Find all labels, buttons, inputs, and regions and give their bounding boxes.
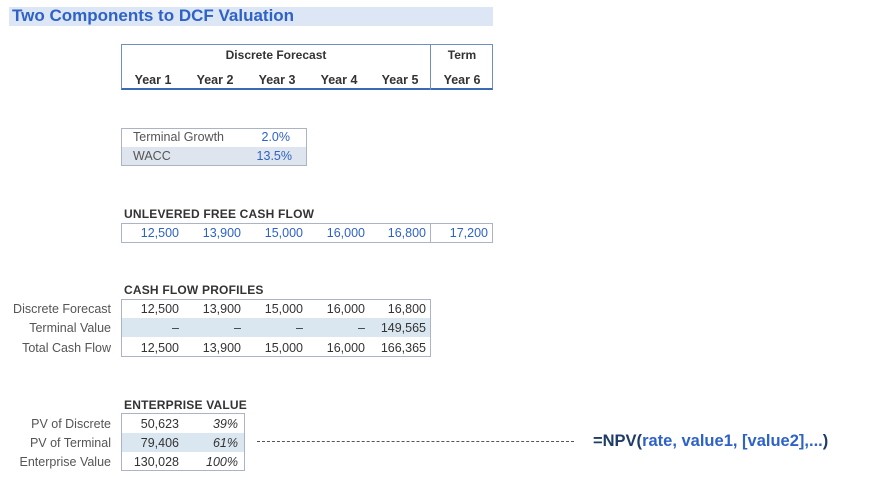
assumptions-box	[121, 128, 307, 166]
profile-cell: 13,900	[202, 341, 241, 355]
ufcf-cell: 15,000	[264, 226, 303, 240]
ufcf-row	[121, 223, 493, 243]
profile-row-label: Discrete Forecast	[13, 302, 111, 316]
enterprise-title: ENTERPRISE VALUE	[124, 398, 247, 412]
profile-cell: –	[358, 321, 365, 335]
header-divider	[430, 44, 431, 90]
enterprise-row-label: PV of Terminal	[29, 436, 111, 450]
profile-cell: –	[296, 321, 303, 335]
year-header: Year 6	[443, 73, 481, 87]
profile-cell: –	[234, 321, 241, 335]
npv-formula: =NPV(rate, value1, [value2],...)	[593, 432, 828, 451]
enterprise-value-cell: 130,028	[133, 455, 179, 469]
profile-cell: 12,500	[140, 302, 179, 316]
year-header: Year 1	[134, 73, 172, 87]
term-label: Term	[447, 48, 477, 62]
dashed-connector	[257, 441, 574, 442]
profile-cell: –	[172, 321, 179, 335]
profile-cell: 16,000	[326, 341, 365, 355]
profile-cell: 166,365	[380, 341, 426, 355]
discrete-forecast-label: Discrete Forecast	[225, 48, 327, 62]
enterprise-value-cell: 79,406	[140, 436, 179, 450]
profile-cell: 15,000	[264, 341, 303, 355]
ufcf-title: UNLEVERED FREE CASH FLOW	[124, 207, 315, 221]
profile-row-label: Terminal Value	[29, 321, 111, 335]
terminal-growth-label: Terminal Growth	[133, 130, 224, 144]
profile-cell: 15,000	[264, 302, 303, 316]
wacc-label: WACC	[133, 149, 171, 163]
formula-prefix: =NPV(	[593, 432, 643, 450]
ufcf-divider	[430, 223, 431, 243]
ufcf-cell: 16,000	[326, 226, 365, 240]
page-title: Two Components to DCF Valuation	[12, 6, 295, 25]
enterprise-table	[121, 413, 245, 471]
enterprise-value-cell: 50,623	[140, 417, 179, 431]
profile-cell: 149,565	[380, 321, 426, 335]
title-band	[9, 7, 493, 26]
wacc-row-shade	[122, 147, 306, 165]
year-header: Year 5	[381, 73, 419, 87]
enterprise-row-label: PV of Discrete	[31, 417, 111, 431]
forecast-header-table	[121, 44, 493, 90]
profile-cell: 16,000	[326, 302, 365, 316]
terminal-value-row-shade	[122, 318, 430, 337]
ufcf-cell: 13,900	[202, 226, 241, 240]
profile-row-label: Total Cash Flow	[22, 341, 111, 355]
pv-terminal-row-shade	[122, 433, 244, 452]
profile-cell: 16,800	[387, 302, 426, 316]
formula-args: rate, value1, [value2],...	[642, 432, 823, 450]
ufcf-cell: 12,500	[140, 226, 179, 240]
ufcf-cell: 17,200	[449, 226, 488, 240]
year-header: Year 4	[320, 73, 358, 87]
profile-cell: 12,500	[140, 341, 179, 355]
enterprise-pct-cell: 39%	[212, 417, 238, 431]
terminal-growth-value[interactable]: 2.0%	[261, 130, 291, 144]
profiles-table	[121, 299, 431, 357]
profiles-title: CASH FLOW PROFILES	[124, 283, 264, 297]
formula-suffix: )	[822, 432, 829, 450]
year-header: Year 2	[196, 73, 234, 87]
year-header: Year 3	[258, 73, 296, 87]
enterprise-pct-cell: 61%	[212, 436, 238, 450]
enterprise-row-label: Enterprise Value	[19, 455, 112, 469]
profile-cell: 13,900	[202, 302, 241, 316]
wacc-value[interactable]: 13.5%	[256, 149, 292, 163]
enterprise-pct-cell: 100%	[206, 455, 238, 469]
ufcf-cell: 16,800	[387, 226, 426, 240]
